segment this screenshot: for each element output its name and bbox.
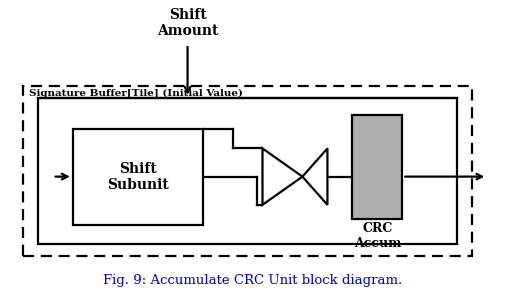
Bar xyxy=(352,114,402,219)
Polygon shape xyxy=(263,148,302,205)
Bar xyxy=(38,98,457,244)
Polygon shape xyxy=(302,148,327,205)
Text: Signature Buffer[Tile] (Initial Value): Signature Buffer[Tile] (Initial Value) xyxy=(29,89,242,98)
Text: Shift
Amount: Shift Amount xyxy=(157,8,218,38)
Bar xyxy=(73,129,203,224)
Text: Shift
Subunit: Shift Subunit xyxy=(107,162,169,192)
Bar xyxy=(23,86,472,255)
Text: CRC
Accum: CRC Accum xyxy=(354,222,401,250)
Text: Fig. 9: Accumulate CRC Unit block diagram.: Fig. 9: Accumulate CRC Unit block diagra… xyxy=(103,274,402,287)
